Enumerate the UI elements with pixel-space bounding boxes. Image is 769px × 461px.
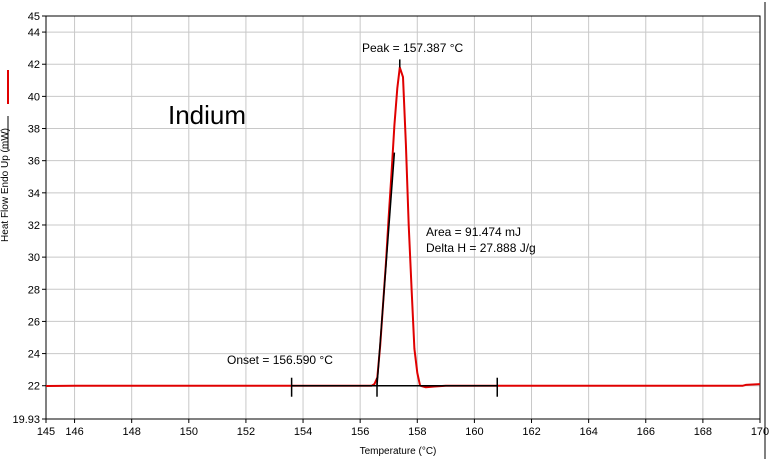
- y-tick-label: 36: [28, 156, 40, 168]
- y-tick-label: 44: [28, 27, 40, 39]
- x-tick-label: 166: [637, 426, 655, 438]
- plot-frame: [45, 15, 761, 420]
- y-tick-label: 22: [28, 381, 40, 393]
- x-tick-label: 164: [579, 426, 597, 438]
- x-tick-label: 170: [751, 426, 769, 438]
- series-group: [45, 59, 761, 397]
- y-tick-label: 28: [28, 284, 40, 296]
- x-tick-label: 145: [37, 426, 55, 438]
- delta-h-annotation: Delta H = 27.888 J/g: [426, 241, 536, 255]
- x-tick-label: 150: [180, 426, 198, 438]
- x-tick-label: 168: [694, 426, 712, 438]
- x-tick-label: 152: [237, 426, 255, 438]
- x-tick-label: 162: [522, 426, 540, 438]
- x-tick-label: 148: [123, 426, 141, 438]
- onset-tangent-line: [376, 152, 396, 386]
- y-tick-label: 32: [28, 220, 40, 232]
- y-tick-label: 19.93: [12, 414, 40, 426]
- x-tick-label: 160: [465, 426, 483, 438]
- y-tick-label: 40: [28, 91, 40, 103]
- x-tick-label: 154: [294, 426, 312, 438]
- onset-annotation: Onset = 156.590 °C: [227, 353, 333, 367]
- x-tick-label: 156: [351, 426, 369, 438]
- axis-ticks: 145 146 148 150 152 154 156 158 160 162 164 166 168 1…: [12, 11, 769, 438]
- heat-flow-curve: [45, 66, 761, 389]
- y-axis-title: Heat Flow Endo Up (mW): [0, 128, 11, 242]
- x-tick-label: 146: [65, 426, 83, 438]
- y-tick-label: 42: [28, 59, 40, 71]
- area-annotation: Area = 91.474 mJ: [426, 225, 521, 239]
- y-tick-label: 38: [28, 124, 40, 136]
- peak-annotation: Peak = 157.387 °C: [362, 41, 464, 55]
- y-tick-label: 24: [28, 349, 40, 361]
- y-tick-label: 34: [28, 188, 40, 200]
- x-tick-label: 158: [408, 426, 426, 438]
- y-tick-label: 45: [28, 11, 40, 23]
- y-tick-label: 26: [28, 316, 40, 328]
- x-axis-title: Temperature (°C): [360, 446, 437, 457]
- chart-title: Indium: [168, 100, 246, 130]
- y-tick-label: 30: [28, 252, 40, 264]
